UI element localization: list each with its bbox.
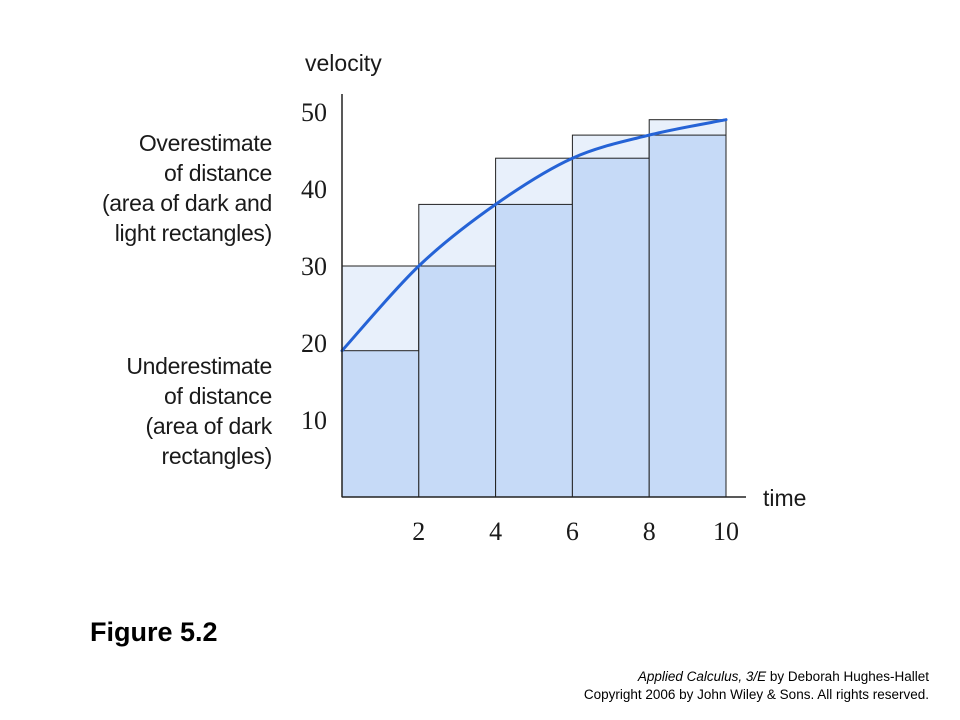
x-tick-label: 8 — [643, 517, 656, 546]
annotation-line: Overestimate — [138, 130, 272, 156]
annotation-line: (area of dark and — [101, 190, 272, 216]
x-tick-label: 2 — [412, 517, 425, 546]
annotation-line: light rectangles) — [114, 220, 273, 246]
annotation-line: of distance — [164, 383, 272, 409]
underestimate-annotation: Underestimate of distance (area of dark … — [126, 351, 272, 471]
y-tick-label: 30 — [301, 252, 327, 281]
y-axis-title: velocity — [305, 50, 382, 76]
copyright-credit: Applied Calculus, 3/E by Deborah Hughes-… — [584, 668, 929, 704]
tick-labels: 2 4 6 8 10 10 20 30 40 50 — [301, 98, 739, 546]
figure-title: Figure 5.2 — [90, 617, 218, 647]
y-tick-label: 40 — [301, 175, 327, 204]
underestimate-bar — [571, 157, 650, 498]
underestimate-bar — [648, 134, 727, 498]
overestimate-annotation: Overestimate of distance (area of dark a… — [102, 128, 272, 248]
velocity-curve-layer — [340, 118, 728, 353]
x-tick-label: 4 — [489, 517, 502, 546]
credit-line-book: Applied Calculus, 3/E by Deborah Hughes-… — [584, 668, 929, 686]
underestimate-bar — [341, 350, 420, 498]
velocity-curve — [340, 118, 728, 353]
x-tick-label: 10 — [713, 517, 739, 546]
annotation-line: rectangles) — [161, 443, 273, 469]
underestimate-bar — [495, 203, 573, 498]
x-tick-label: 6 — [566, 517, 579, 546]
underestimate-bar — [418, 265, 497, 498]
annotation-line: of distance — [164, 160, 272, 186]
book-author: by Deborah Hughes-Hallet — [766, 669, 929, 684]
annotation-line: Underestimate — [126, 353, 272, 379]
annotation-line: (area of dark — [145, 413, 273, 439]
underestimate-bars — [341, 134, 727, 498]
y-tick-label: 50 — [301, 98, 327, 127]
x-axis-title: time — [763, 485, 806, 511]
axes — [341, 94, 746, 498]
y-tick-label: 20 — [301, 329, 327, 358]
y-tick-label: 10 — [301, 406, 327, 435]
credit-line-copyright: Copyright 2006 by John Wiley & Sons. All… — [583, 687, 929, 702]
book-title: Applied Calculus, 3/E — [637, 669, 767, 684]
